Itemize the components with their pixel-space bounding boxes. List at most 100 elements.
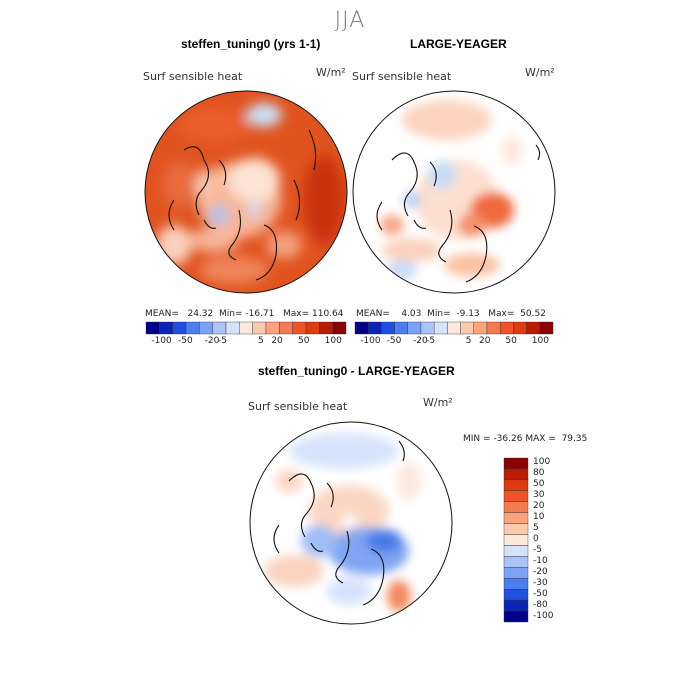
colorbar-swatch <box>499 321 514 335</box>
colorbar-tick-label: 20 <box>271 336 283 346</box>
colorbar-swatch <box>332 321 347 335</box>
colorbar-tick-label: -5 <box>218 336 227 346</box>
colorbar-tick-label: 30 <box>533 490 545 501</box>
colorbar-swatch <box>381 321 395 335</box>
coastline <box>168 129 317 281</box>
coastline <box>273 440 405 606</box>
colorbar-swatch <box>473 321 488 335</box>
colorbar-swatch <box>199 321 213 335</box>
colorbar-tick-label: -5 <box>426 336 436 346</box>
colorbar-tick-label: 5 <box>258 336 264 346</box>
colorbar-tick-label: -80 <box>533 599 548 610</box>
polar-map-test <box>144 90 348 294</box>
colorbar-tick-label: -50 <box>178 336 193 346</box>
colorbar-diff <box>503 457 529 623</box>
map-boundary <box>352 90 556 294</box>
colorbar-swatch <box>319 321 333 335</box>
colorbar-tick-label: -100 <box>151 336 172 346</box>
colorbar-swatch <box>460 321 474 335</box>
panel-variable-label-test: Surf sensible heat <box>143 70 243 83</box>
panel-title-diff: steffen_tuning0 - LARGE-YEAGER <box>258 364 455 378</box>
polar-map-diff <box>249 421 453 625</box>
colorbar-tick-label: 20 <box>533 501 545 512</box>
colorbar-swatch <box>292 321 307 335</box>
panel-variable-label-diff: Surf sensible heat <box>248 400 348 413</box>
panel-stats-test: MEAN= 24.32 Min= -16.71 Max= 110.64 <box>145 309 344 319</box>
colorbar-swatch <box>172 321 187 335</box>
panel-units-control: W/m² <box>525 66 555 79</box>
panel-stats-diff: MIN = -36.26 MAX = 79.35 <box>463 434 588 444</box>
colorbar-swatch <box>239 321 253 335</box>
panel-units-diff: W/m² <box>423 396 453 409</box>
panel-units-test: W/m² <box>316 66 346 79</box>
colorbar-tick-label: -30 <box>533 577 548 588</box>
colorbar-tick-label: -10 <box>533 555 548 566</box>
coastline <box>376 144 541 283</box>
colorbar-tick-label: -20 <box>413 336 428 346</box>
colorbar-control <box>354 321 554 335</box>
colorbar-tick-label: 5 <box>533 523 539 534</box>
colorbar-swatch <box>503 588 529 601</box>
colorbar-swatch <box>159 321 173 335</box>
colorbar-swatch <box>503 610 529 623</box>
colorbar-swatch <box>486 321 501 335</box>
panel-variable-label-control: Surf sensible heat <box>352 70 452 83</box>
colorbar-tick-label: 100 <box>324 336 342 346</box>
colorbar-tick-label: 0 <box>533 534 539 544</box>
colorbar-ticks-test: -100 -50 -20 -5 5 20 50 100 <box>146 336 346 348</box>
map-boundary <box>144 90 348 294</box>
colorbar-tick-label: 50 <box>298 336 310 346</box>
colorbar-tick-label: 50 <box>533 479 545 490</box>
colorbar-tick-label: 80 <box>533 468 545 479</box>
colorbar-tick-label: 100 <box>531 336 549 346</box>
colorbar-swatch <box>407 321 422 335</box>
colorbar-swatch <box>503 599 529 612</box>
colorbar-swatch <box>526 321 541 335</box>
colorbar-swatch <box>503 567 529 579</box>
colorbar-swatch <box>503 490 529 502</box>
colorbar-swatch <box>503 479 529 492</box>
polar-map-control <box>352 90 556 294</box>
panel-stats-control: MEAN= 4.03 Min= -9.13 Max= 50.52 <box>356 309 546 319</box>
colorbar-swatch <box>394 321 408 335</box>
colorbar-test <box>145 321 347 335</box>
colorbar-tick-label: 50 <box>505 336 517 346</box>
colorbar-tick-label: 20 <box>479 336 491 346</box>
colorbar-swatch <box>503 578 529 590</box>
colorbar-swatch <box>145 321 160 335</box>
colorbar-swatch <box>503 457 529 470</box>
panel-title-test: steffen_tuning0 (yrs 1-1) <box>181 37 321 51</box>
colorbar-tick-label: 100 <box>533 457 551 468</box>
colorbar-swatch <box>503 501 529 513</box>
season-title: JJA <box>334 8 366 33</box>
colorbar-tick-label: 10 <box>533 512 545 523</box>
colorbar-swatch <box>447 321 461 335</box>
colorbar-tick-label: -100 <box>360 336 381 346</box>
colorbar-swatch <box>265 321 280 335</box>
panel-title-control: LARGE-YEAGER <box>410 37 507 51</box>
colorbar-swatch <box>503 523 529 535</box>
colorbar-swatch <box>513 321 527 335</box>
colorbar-swatch <box>503 468 529 481</box>
colorbar-swatch <box>420 321 435 335</box>
colorbar-swatch <box>367 321 382 335</box>
colorbar-swatch <box>225 321 240 335</box>
colorbar-ticks-diff: 100 80 50 30 20 10 5 0 -5 -10 -20 -30 -50 -80 -100 <box>533 457 573 622</box>
colorbar-tick-label: -100 <box>533 610 554 621</box>
colorbar-ticks-control: -100 -50 -20 -5 5 20 50 100 <box>355 336 553 348</box>
colorbar-swatch <box>305 321 320 335</box>
colorbar-swatch <box>433 321 448 335</box>
colorbar-swatch <box>503 556 529 568</box>
colorbar-swatch <box>539 321 554 335</box>
colorbar-tick-label: -20 <box>204 336 220 346</box>
colorbar-swatch <box>252 321 267 335</box>
colorbar-tick-label: 5 <box>465 336 472 346</box>
colorbar-swatch <box>354 321 369 335</box>
colorbar-tick-label: -50 <box>533 588 548 599</box>
colorbar-tick-label: -5 <box>533 544 542 555</box>
colorbar-tick-label: -50 <box>386 336 402 346</box>
map-boundary <box>249 421 453 625</box>
colorbar-swatch <box>279 321 293 335</box>
colorbar-swatch <box>503 534 529 546</box>
colorbar-swatch <box>185 321 200 335</box>
